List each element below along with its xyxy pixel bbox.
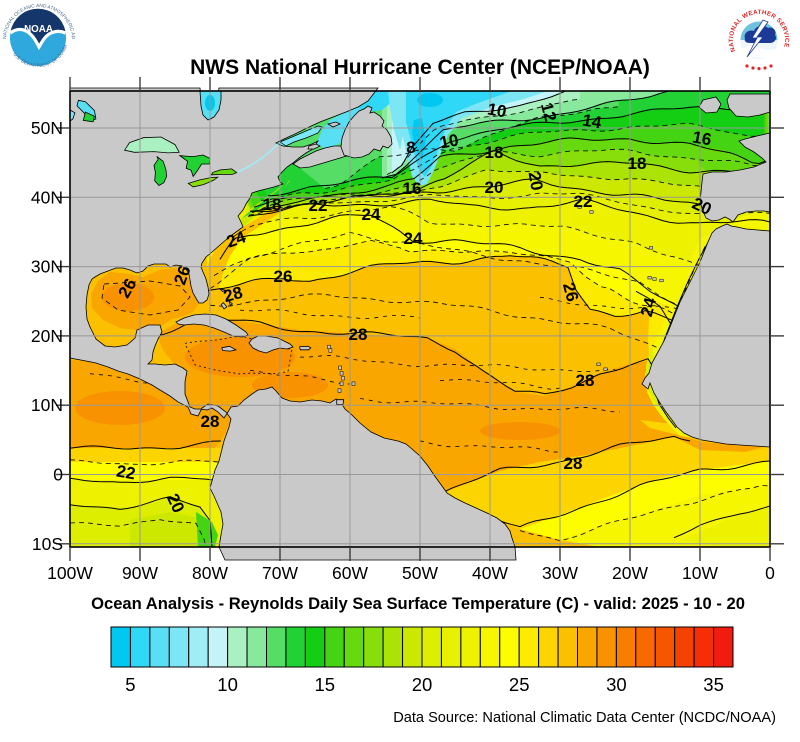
- svg-text:24: 24: [362, 205, 381, 224]
- svg-text:28: 28: [576, 371, 595, 390]
- svg-text:28: 28: [349, 325, 368, 344]
- svg-text:Ocean Analysis - Reynolds Dail: Ocean Analysis - Reynolds Daily Sea Surf…: [91, 594, 745, 613]
- svg-text:30N: 30N: [31, 257, 63, 277]
- svg-text:30: 30: [606, 674, 627, 695]
- svg-text:0: 0: [765, 563, 775, 583]
- svg-text:20: 20: [485, 178, 504, 197]
- svg-text:20: 20: [525, 170, 547, 192]
- svg-text:16: 16: [691, 127, 713, 149]
- svg-text:70W: 70W: [262, 563, 298, 583]
- svg-text:10: 10: [438, 130, 460, 152]
- svg-text:26: 26: [559, 281, 582, 304]
- svg-text:18: 18: [485, 143, 504, 162]
- svg-text:28: 28: [564, 454, 583, 473]
- svg-text:5: 5: [125, 674, 135, 695]
- svg-text:20: 20: [412, 674, 433, 695]
- svg-text:8: 8: [406, 138, 415, 157]
- svg-text:24: 24: [637, 295, 660, 319]
- svg-text:25: 25: [509, 674, 530, 695]
- svg-text:50N: 50N: [31, 118, 63, 138]
- svg-text:100W: 100W: [47, 563, 93, 583]
- svg-text:10N: 10N: [31, 395, 63, 415]
- svg-text:20W: 20W: [612, 563, 648, 583]
- svg-text:0: 0: [53, 465, 63, 485]
- svg-text:28: 28: [222, 283, 245, 306]
- svg-text:50W: 50W: [402, 563, 438, 583]
- svg-text:NWS National Hurricane Center: NWS National Hurricane Center (NCEP/NOAA…: [190, 56, 650, 79]
- svg-text:Data Source: National Climatic: Data Source: National Climatic Data Cent…: [393, 710, 776, 726]
- svg-text:14: 14: [581, 110, 603, 132]
- svg-text:24: 24: [404, 229, 423, 248]
- svg-text:22: 22: [115, 461, 137, 483]
- svg-text:80W: 80W: [192, 563, 228, 583]
- svg-text:10: 10: [217, 674, 238, 695]
- svg-text:35: 35: [703, 674, 724, 695]
- svg-text:28: 28: [201, 412, 220, 431]
- svg-text:40W: 40W: [472, 563, 508, 583]
- svg-text:10: 10: [486, 99, 508, 121]
- svg-text:10W: 10W: [682, 563, 718, 583]
- svg-text:60W: 60W: [332, 563, 368, 583]
- svg-text:NOAA: NOAA: [24, 24, 53, 35]
- svg-text:22: 22: [574, 192, 593, 211]
- svg-text:40N: 40N: [31, 187, 63, 207]
- svg-text:18: 18: [628, 154, 647, 173]
- svg-text:30W: 30W: [542, 563, 578, 583]
- svg-text:16: 16: [403, 179, 422, 198]
- svg-text:10S: 10S: [32, 534, 63, 554]
- svg-text:15: 15: [315, 674, 336, 695]
- svg-text:26: 26: [274, 267, 293, 286]
- svg-text:20N: 20N: [31, 326, 63, 346]
- svg-text:90W: 90W: [122, 563, 158, 583]
- svg-text:22: 22: [309, 196, 328, 215]
- svg-text:12: 12: [537, 101, 560, 124]
- svg-text:18: 18: [263, 195, 282, 214]
